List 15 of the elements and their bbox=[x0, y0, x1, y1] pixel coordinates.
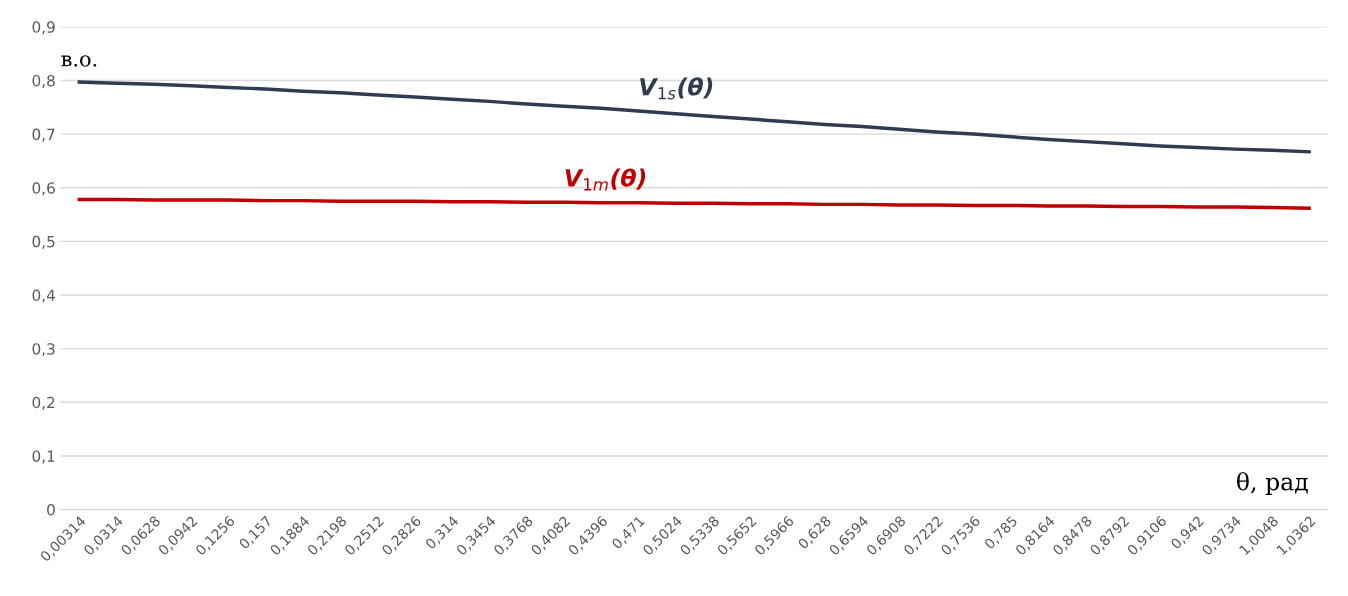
y-tick-label: 0,9 bbox=[32, 21, 55, 35]
y-tick-label: 0,4 bbox=[32, 289, 55, 303]
series-label: V$_{1s}$(θ) bbox=[640, 77, 713, 100]
y-tick-label: 0,6 bbox=[32, 182, 55, 196]
y-tick-label: 0,1 bbox=[32, 450, 55, 464]
y-axis-title: в.о. bbox=[61, 55, 97, 67]
y-tick-label: 0,8 bbox=[32, 74, 55, 89]
x-axis-title: θ, рад bbox=[1237, 472, 1308, 496]
series-label: V$_{1m}$(θ) bbox=[565, 168, 646, 191]
y-tick-label: 0,5 bbox=[32, 235, 55, 249]
y-tick-label: 0 bbox=[47, 504, 55, 516]
y-tick-label: 0,7 bbox=[32, 128, 55, 142]
line-series bbox=[77, 197, 1311, 210]
y-tick-label: 0,2 bbox=[32, 396, 55, 410]
y-tick-label: 0,3 bbox=[32, 343, 55, 357]
